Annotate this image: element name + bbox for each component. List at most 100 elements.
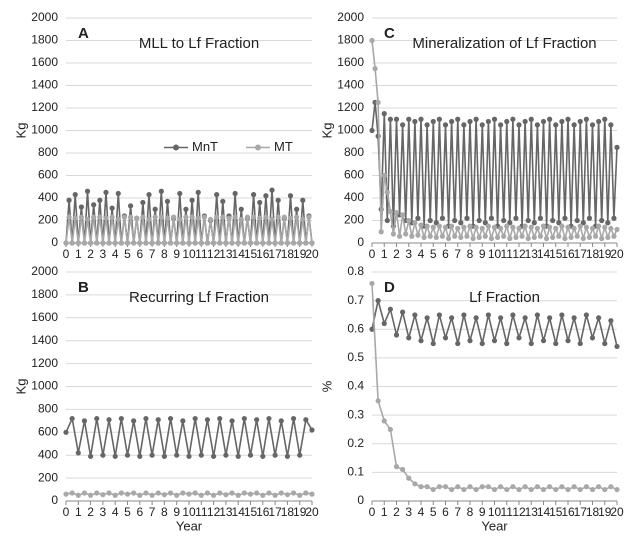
point: [155, 240, 161, 246]
x-tick-label: 1: [381, 505, 388, 519]
x-tick-label: 19: [598, 247, 612, 261]
point: [491, 486, 498, 493]
x-tick-label: 8: [467, 247, 474, 261]
point: [381, 111, 387, 117]
point: [81, 418, 88, 424]
x-tick-label: 13: [219, 505, 233, 519]
point: [430, 224, 436, 230]
point: [235, 492, 241, 498]
point: [149, 452, 155, 458]
y-axis-label: %: [319, 380, 334, 392]
x-tick-label: 20: [610, 505, 624, 519]
point: [565, 486, 571, 493]
point: [442, 122, 449, 128]
x-tick-label: 8: [467, 505, 474, 519]
point: [596, 484, 602, 490]
x-tick-label: 14: [537, 247, 551, 261]
y-tick-label: 0.1: [347, 465, 364, 479]
chart-title: Mineralization of Lf Fraction: [412, 35, 596, 52]
point: [577, 340, 583, 347]
point: [198, 240, 204, 246]
point: [602, 340, 608, 347]
point: [115, 216, 121, 222]
point: [586, 234, 593, 240]
legend-marker: [173, 144, 179, 151]
y-tick-label: 1000: [31, 123, 58, 137]
point: [461, 486, 467, 493]
point: [614, 486, 620, 493]
point: [174, 452, 180, 458]
y-tick-label: 1600: [31, 310, 58, 324]
point: [161, 492, 167, 498]
x-axis-label: Year: [481, 518, 508, 533]
point: [91, 202, 97, 208]
point: [393, 464, 400, 470]
point: [534, 225, 540, 231]
point: [180, 240, 186, 246]
point: [571, 225, 577, 231]
x-tick-label: 11: [501, 505, 514, 519]
point: [504, 486, 510, 493]
point: [152, 206, 158, 212]
point: [479, 340, 485, 347]
y-tick-label: 2000: [337, 10, 364, 24]
point: [229, 418, 235, 424]
point: [94, 415, 100, 422]
point: [516, 122, 522, 128]
point: [522, 484, 528, 490]
point: [112, 240, 118, 246]
point: [238, 206, 244, 212]
point: [75, 450, 81, 456]
point: [158, 188, 164, 194]
point: [605, 234, 611, 240]
point: [602, 224, 608, 230]
point: [155, 490, 161, 496]
point: [482, 233, 488, 239]
point: [461, 224, 467, 230]
x-tick-label: 11: [195, 505, 208, 519]
point: [375, 398, 381, 404]
y-tick-label: 600: [344, 168, 364, 182]
point: [580, 235, 586, 242]
point: [482, 220, 488, 226]
point: [583, 312, 589, 318]
point: [571, 122, 577, 128]
point: [412, 312, 418, 318]
y-tick-label: 0.7: [347, 293, 364, 307]
point: [284, 492, 290, 498]
y-tick-label: 0.4: [347, 379, 364, 393]
point: [525, 235, 531, 242]
point: [303, 417, 309, 423]
y-tick-label: 1200: [31, 100, 58, 114]
point: [381, 418, 387, 424]
point: [180, 490, 186, 496]
point: [257, 199, 263, 206]
point: [476, 234, 482, 240]
x-tick-label: 12: [207, 247, 221, 261]
point: [400, 309, 406, 315]
point: [455, 225, 461, 231]
point: [427, 217, 433, 224]
y-tick-label: 1400: [31, 78, 58, 92]
point: [103, 215, 109, 221]
legend-label: MT: [274, 139, 293, 154]
point: [186, 240, 192, 246]
point: [290, 415, 297, 422]
point: [294, 206, 300, 212]
y-axis-label: Kg: [13, 123, 28, 139]
point: [124, 240, 131, 246]
point: [439, 215, 446, 221]
point: [167, 490, 174, 496]
y-tick-label: 200: [38, 213, 58, 227]
point: [433, 234, 439, 240]
point: [547, 484, 553, 490]
y-tick-label: 800: [38, 402, 58, 416]
x-tick-label: 4: [112, 505, 119, 519]
point: [498, 484, 504, 490]
x-axis-label: Year: [176, 518, 203, 533]
x-tick-label: 5: [430, 247, 437, 261]
point: [229, 490, 235, 496]
point: [300, 197, 306, 203]
point: [297, 452, 303, 458]
point: [250, 214, 257, 220]
